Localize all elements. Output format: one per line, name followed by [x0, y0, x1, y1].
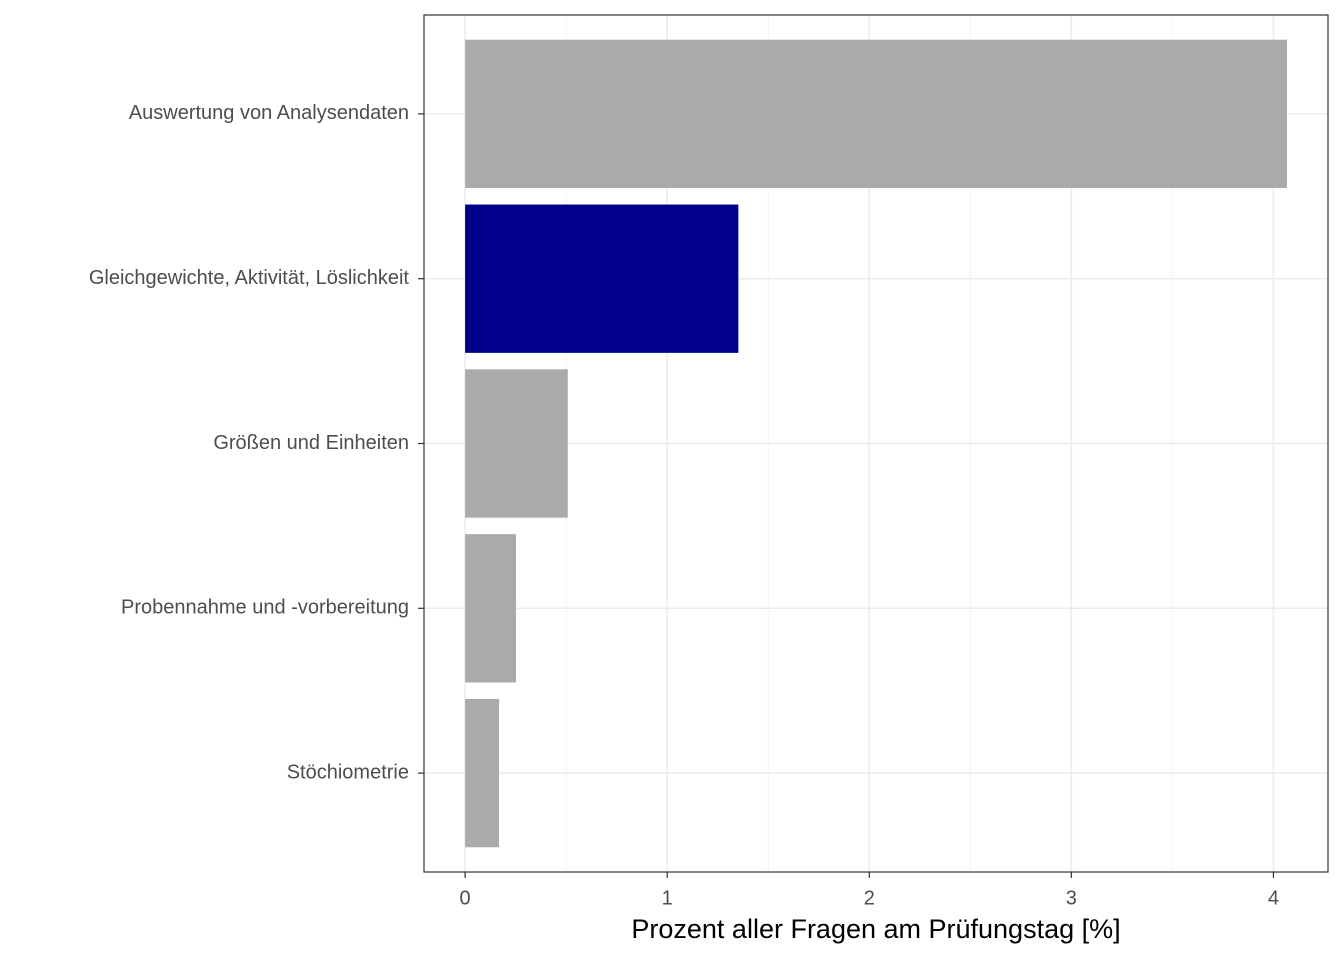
x-axis-title: Prozent aller Fragen am Prüfungstag [%]: [631, 914, 1120, 944]
bar: [465, 39, 1287, 189]
bar: [465, 204, 739, 353]
bar: [465, 534, 517, 683]
y-tick-label: Auswertung von Analysendaten: [129, 102, 409, 124]
y-tick-label: Größen und Einheiten: [213, 432, 409, 454]
x-tick-label: 0: [460, 887, 471, 909]
y-tick-label: Stöchiometrie: [287, 761, 409, 783]
bar: [465, 698, 500, 848]
panel-border: [423, 14, 1329, 873]
y-tick-label: Gleichgewichte, Aktivität, Löslichkeit: [89, 267, 410, 289]
x-tick-label: 1: [662, 887, 673, 909]
bar: [465, 369, 568, 518]
x-tick-label: 4: [1268, 887, 1279, 909]
x-tick-label: 2: [864, 887, 875, 909]
x-tick-label: 3: [1066, 887, 1077, 909]
y-tick-label: Probennahme und -vorbereitung: [121, 597, 409, 619]
